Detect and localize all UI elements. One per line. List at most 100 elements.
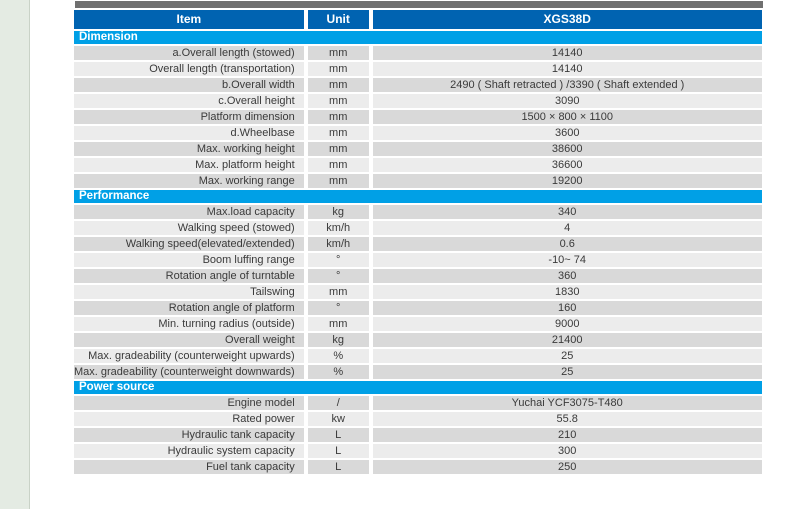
item-cell: Min. turning radius (outside) bbox=[74, 317, 304, 331]
value-cell: 160 bbox=[372, 301, 762, 315]
item-cell: Hydraulic tank capacity bbox=[74, 428, 304, 442]
item-cell: Rated power bbox=[74, 412, 304, 426]
unit-cell: kw bbox=[307, 412, 369, 426]
value-cell: 36600 bbox=[372, 158, 762, 172]
value-cell: 4 bbox=[372, 221, 762, 235]
unit-cell: kg bbox=[307, 333, 369, 347]
table-row: Boom luffing range ° -10~ 74 bbox=[74, 253, 762, 267]
item-cell: Tailswing bbox=[74, 285, 304, 299]
item-cell: Rotation angle of platform bbox=[74, 301, 304, 315]
section-row: Dimension bbox=[74, 31, 762, 44]
table-row: Hydraulic tank capacity L 210 bbox=[74, 428, 762, 442]
unit-cell: % bbox=[307, 349, 369, 363]
table-row: d.Wheelbase mm 3600 bbox=[74, 126, 762, 140]
item-cell: Walking speed (stowed) bbox=[74, 221, 304, 235]
table-row: Max. working range mm 19200 bbox=[74, 174, 762, 188]
table-row: Hydraulic system capacity L 300 bbox=[74, 444, 762, 458]
table-row: Rotation angle of platform ° 160 bbox=[74, 301, 762, 315]
item-cell: Max. platform height bbox=[74, 158, 304, 172]
table-row: b.Overall width mm 2490 ( Shaft retracted … bbox=[74, 78, 762, 92]
table-row: Min. turning radius (outside) mm 9000 bbox=[74, 317, 762, 331]
section-row: Performance bbox=[74, 190, 762, 203]
value-cell: 2490 ( Shaft retracted ) /3390 ( Shaft e… bbox=[372, 78, 762, 92]
item-cell: Platform dimension bbox=[74, 110, 304, 124]
item-cell: Max. gradeability (counterweight downwar… bbox=[74, 365, 304, 379]
value-cell: -10~ 74 bbox=[372, 253, 762, 267]
value-cell: 38600 bbox=[372, 142, 762, 156]
left-margin-strip bbox=[0, 0, 30, 509]
unit-cell: L bbox=[307, 444, 369, 458]
item-cell: Boom luffing range bbox=[74, 253, 304, 267]
value-cell: 340 bbox=[372, 205, 762, 219]
unit-cell: km/h bbox=[307, 221, 369, 235]
table-row: Fuel tank capacity L 250 bbox=[74, 460, 762, 474]
unit-cell: kg bbox=[307, 205, 369, 219]
unit-cell: mm bbox=[307, 46, 369, 60]
item-cell: Max. working range bbox=[74, 174, 304, 188]
table-row: Rotation angle of turntable ° 360 bbox=[74, 269, 762, 283]
value-cell: 14140 bbox=[372, 46, 762, 60]
header-row: Item Unit XGS38D bbox=[74, 10, 762, 29]
table-row: a.Overall length (stowed) mm 14140 bbox=[74, 46, 762, 60]
value-cell: 250 bbox=[372, 460, 762, 474]
unit-cell: mm bbox=[307, 126, 369, 140]
unit-cell: ° bbox=[307, 253, 369, 267]
item-cell: b.Overall width bbox=[74, 78, 304, 92]
unit-cell: mm bbox=[307, 174, 369, 188]
table-row: Max. platform height mm 36600 bbox=[74, 158, 762, 172]
section-header: Performance bbox=[74, 190, 762, 203]
table-row: Tailswing mm 1830 bbox=[74, 285, 762, 299]
table-row: Overall length (transportation) mm 14140 bbox=[74, 62, 762, 76]
item-cell: Overall length (transportation) bbox=[74, 62, 304, 76]
section-header: Power source bbox=[74, 381, 762, 394]
unit-cell: % bbox=[307, 365, 369, 379]
table-row: Max.load capacity kg 340 bbox=[74, 205, 762, 219]
item-cell: d.Wheelbase bbox=[74, 126, 304, 140]
value-cell: 3090 bbox=[372, 94, 762, 108]
item-cell: Max.load capacity bbox=[74, 205, 304, 219]
unit-cell: mm bbox=[307, 110, 369, 124]
item-cell: Fuel tank capacity bbox=[74, 460, 304, 474]
unit-cell: mm bbox=[307, 285, 369, 299]
unit-cell: mm bbox=[307, 94, 369, 108]
value-cell: 25 bbox=[372, 349, 762, 363]
table-row: Overall weight kg 21400 bbox=[74, 333, 762, 347]
unit-cell: mm bbox=[307, 78, 369, 92]
value-cell: 360 bbox=[372, 269, 762, 283]
table-row: Max. working height mm 38600 bbox=[74, 142, 762, 156]
section-row: Power source bbox=[74, 381, 762, 394]
unit-cell: L bbox=[307, 428, 369, 442]
value-cell: 55.8 bbox=[372, 412, 762, 426]
unit-cell: ° bbox=[307, 301, 369, 315]
item-cell: a.Overall length (stowed) bbox=[74, 46, 304, 60]
unit-cell: km/h bbox=[307, 237, 369, 251]
table-row: Engine model / Yuchai YCF3075-T480 bbox=[74, 396, 762, 410]
section-header: Dimension bbox=[74, 31, 762, 44]
col-header-item: Item bbox=[74, 10, 304, 29]
unit-cell: mm bbox=[307, 62, 369, 76]
value-cell: 300 bbox=[372, 444, 762, 458]
table-row: Walking speed(elevated/extended) km/h 0.6 bbox=[74, 237, 762, 251]
item-cell: Walking speed(elevated/extended) bbox=[74, 237, 304, 251]
item-cell: Overall weight bbox=[74, 333, 304, 347]
top-divider-bar bbox=[75, 1, 763, 8]
item-cell: Engine model bbox=[74, 396, 304, 410]
table-row: Walking speed (stowed) km/h 4 bbox=[74, 221, 762, 235]
unit-cell: mm bbox=[307, 142, 369, 156]
value-cell: 1500 × 800 × 1100 bbox=[372, 110, 762, 124]
table-row: c.Overall height mm 3090 bbox=[74, 94, 762, 108]
value-cell: 25 bbox=[372, 365, 762, 379]
table-row: Platform dimension mm 1500 × 800 × 1100 bbox=[74, 110, 762, 124]
table-row: Max. gradeability (counterweight downwar… bbox=[74, 365, 762, 379]
value-cell: 14140 bbox=[372, 62, 762, 76]
value-cell: 0.6 bbox=[372, 237, 762, 251]
col-header-unit: Unit bbox=[307, 10, 369, 29]
unit-cell: ° bbox=[307, 269, 369, 283]
value-cell: 21400 bbox=[372, 333, 762, 347]
item-cell: Rotation angle of turntable bbox=[74, 269, 304, 283]
item-cell: Max. gradeability (counterweight upwards… bbox=[74, 349, 304, 363]
value-cell: 9000 bbox=[372, 317, 762, 331]
unit-cell: mm bbox=[307, 158, 369, 172]
item-cell: Max. working height bbox=[74, 142, 304, 156]
value-cell: 210 bbox=[372, 428, 762, 442]
